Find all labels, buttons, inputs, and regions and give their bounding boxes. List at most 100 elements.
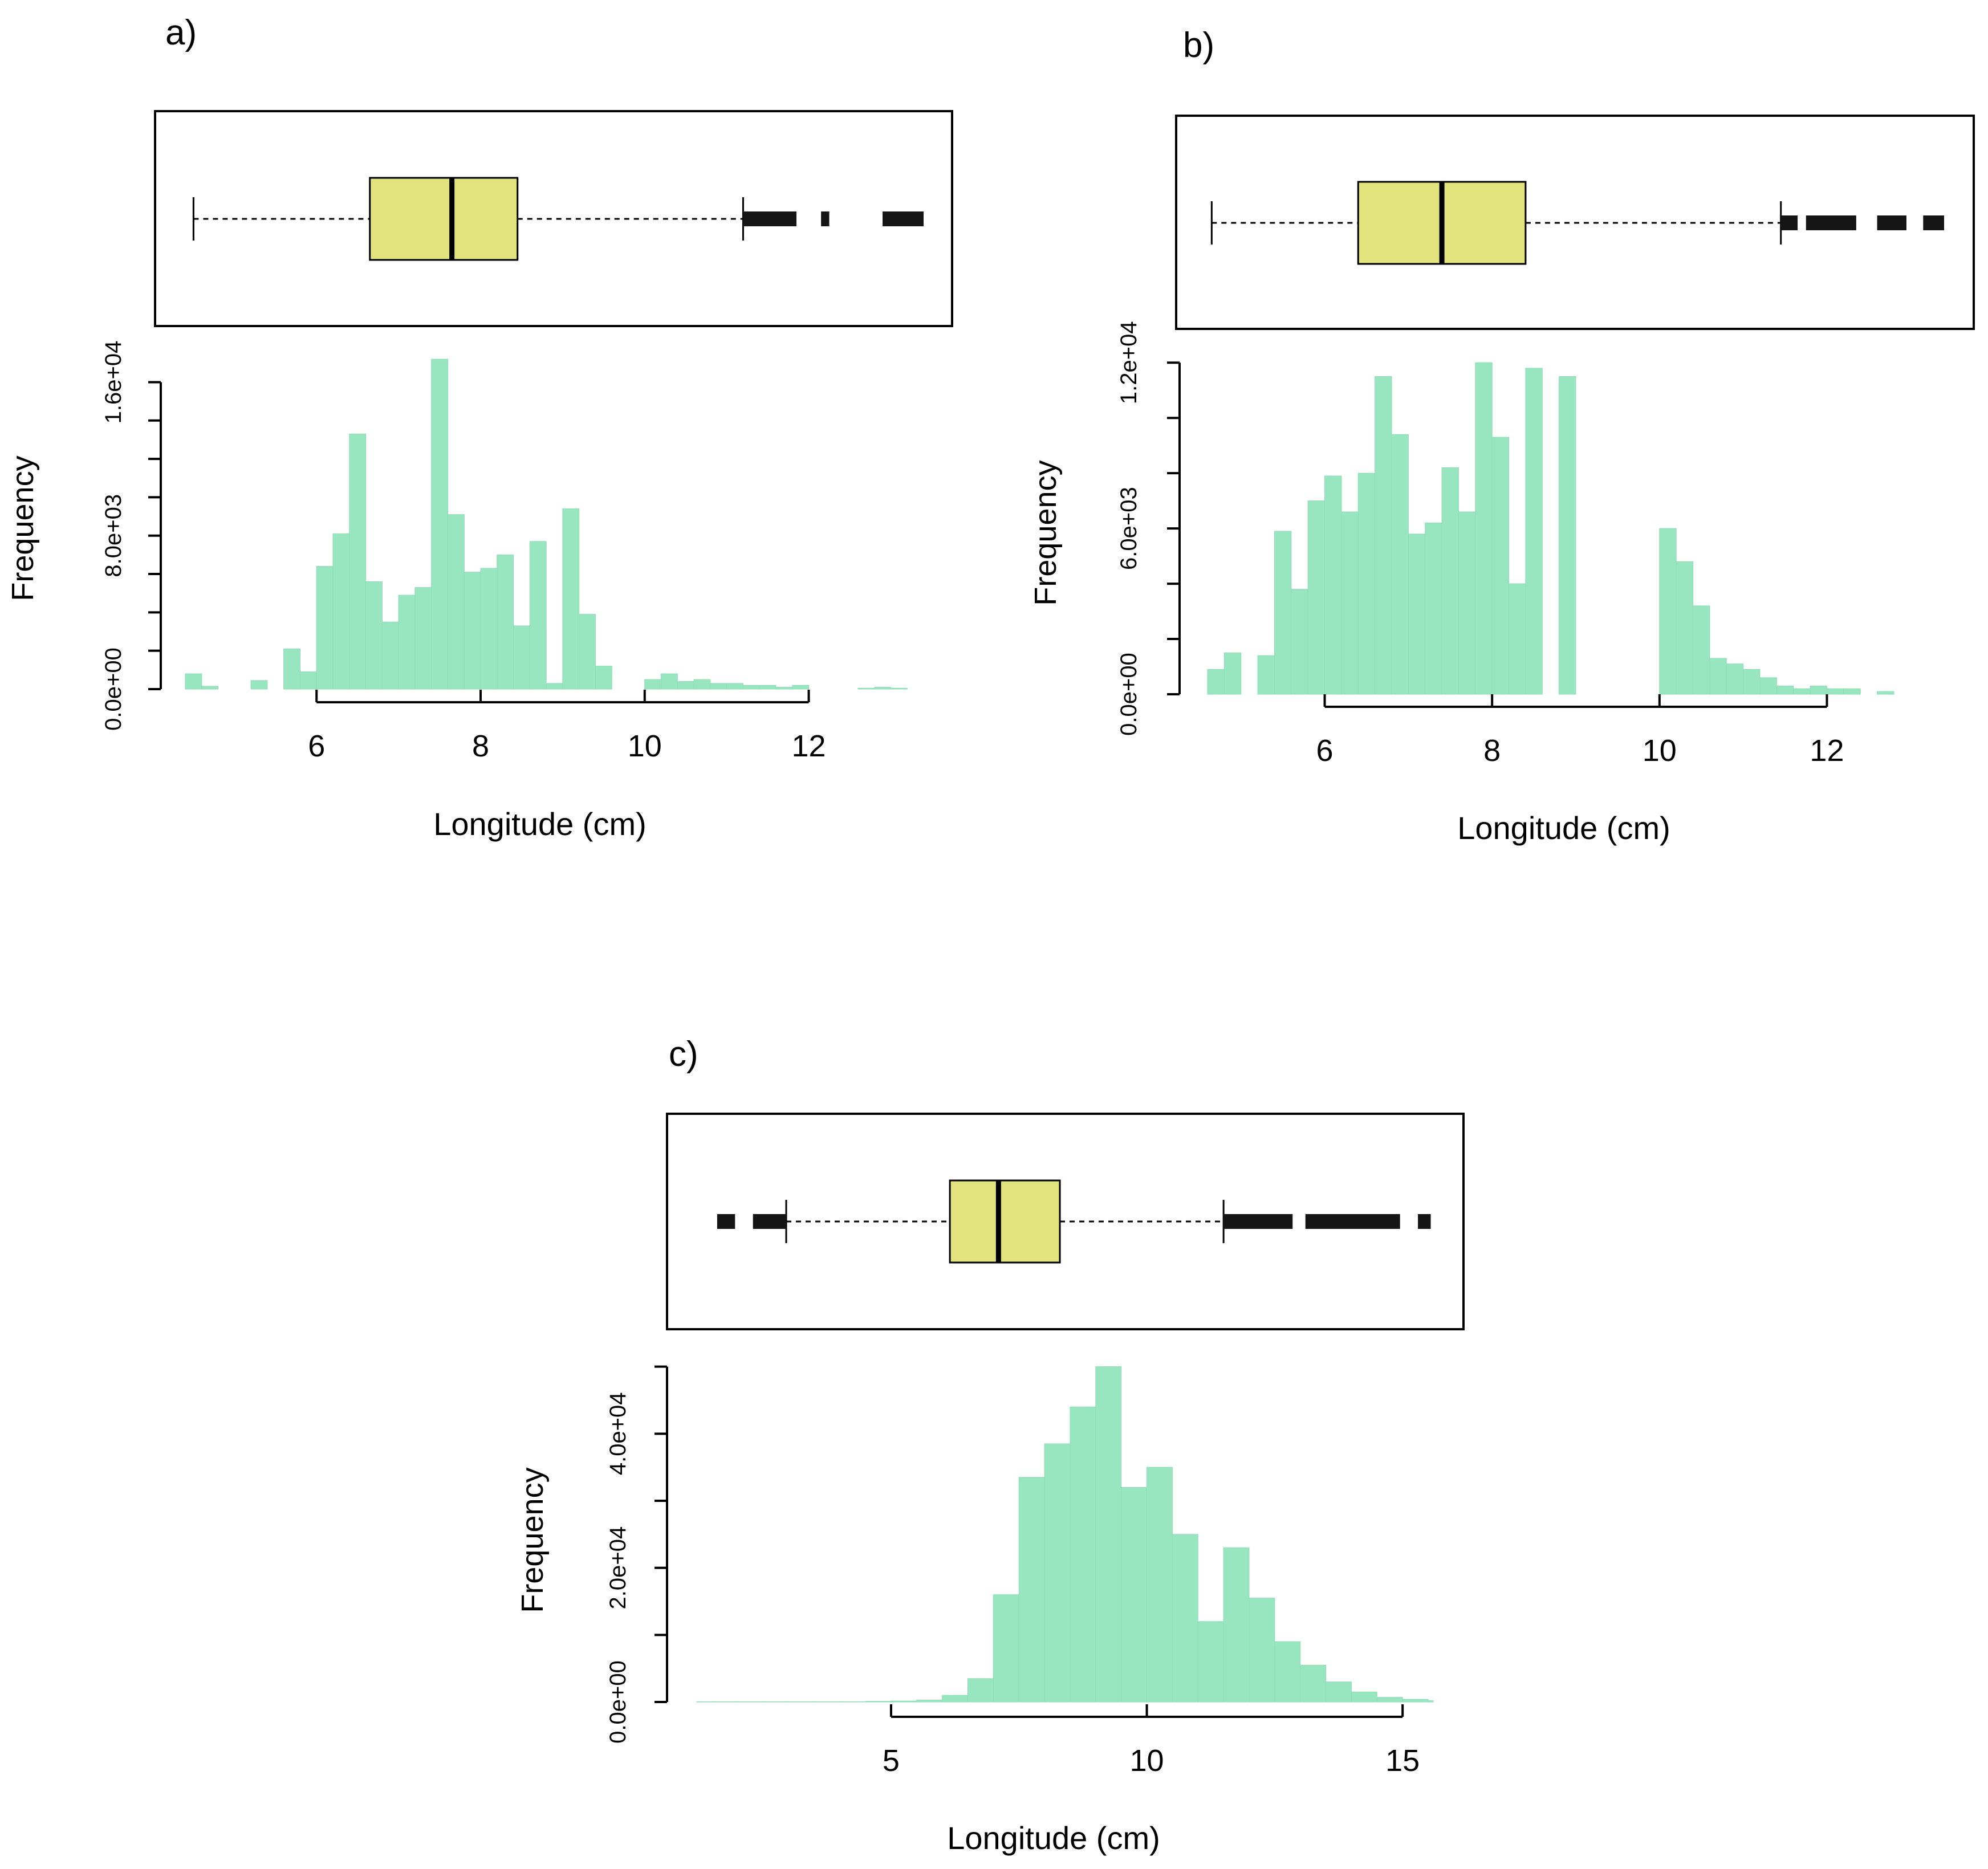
histogram-bar: [1709, 658, 1727, 695]
histogram-bar: [316, 566, 334, 690]
y-axis: 0.0e+00 2.0e+04 4.0e+04 Frequency: [515, 1365, 668, 1744]
histogram-bar: [874, 687, 891, 690]
outlier-points: [717, 1214, 735, 1229]
x-tick-label: 10: [1643, 734, 1677, 768]
histogram-bar: [814, 1701, 840, 1703]
outlier-points: [821, 211, 830, 226]
panel-0: a) 0.0e+00 8.0e+03 1.6e+04 Frequency 6 8 10 12 Lo…: [6, 13, 953, 842]
y-axis-label: Frequency: [6, 455, 40, 601]
histogram-bar: [1326, 1681, 1352, 1703]
histogram-bar: [696, 1701, 713, 1703]
x-tick-label: 12: [792, 729, 826, 763]
histogram-bar: [365, 581, 383, 690]
histogram-bar: [1759, 677, 1777, 695]
histogram-bar: [1324, 475, 1342, 695]
histogram-bar: [1441, 467, 1459, 695]
histogram-bar: [562, 508, 580, 690]
histogram-bar: [1743, 669, 1761, 695]
outlier-points: [743, 211, 796, 226]
histogram-bar: [1693, 605, 1710, 695]
histogram-bar: [1475, 362, 1493, 695]
histogram: [185, 359, 908, 690]
histogram-bar: [942, 1695, 969, 1703]
x-tick-label: 6: [1316, 734, 1334, 768]
x-tick-label: 5: [883, 1744, 900, 1778]
histogram-bar: [595, 666, 612, 690]
histogram-bar: [1676, 561, 1694, 695]
histogram-bar: [1223, 652, 1242, 695]
histogram-bar: [480, 568, 498, 690]
histogram-bar: [857, 687, 875, 690]
histogram-bar: [1197, 1621, 1224, 1703]
histogram-bar: [332, 533, 350, 690]
histogram-bar: [579, 614, 596, 690]
histogram-bar: [1249, 1598, 1275, 1703]
histogram-bar: [381, 621, 399, 690]
histogram-bar: [677, 681, 694, 690]
histogram-bar: [1509, 583, 1526, 695]
histogram-bar: [1307, 500, 1326, 695]
histogram-bar: [742, 685, 760, 690]
histogram-bar: [737, 1701, 764, 1703]
outlier-points: [753, 1214, 787, 1229]
x-axis-label: Longitude (cm): [1457, 810, 1670, 846]
histogram-bar: [693, 679, 711, 690]
x-tick-label: 8: [1483, 734, 1501, 768]
x-axis: 6 8 10 12 Longitude (cm): [1316, 694, 1844, 846]
boxplot-frame: [1175, 115, 1975, 330]
histogram-bar: [1044, 1443, 1071, 1703]
histogram-bar: [1257, 655, 1275, 695]
histogram-bar: [1659, 528, 1677, 695]
histogram-bar: [447, 514, 465, 690]
histogram-bar: [1408, 534, 1426, 695]
histogram-bar: [201, 686, 219, 690]
histogram-bar: [1207, 669, 1225, 695]
histogram-bar: [726, 683, 743, 690]
histogram-bar: [1525, 368, 1543, 695]
histogram-bar: [1172, 1534, 1198, 1703]
x-axis-label: Longitude (cm): [433, 806, 647, 842]
histogram-bar: [250, 680, 268, 690]
boxplot-frame: [666, 1113, 1465, 1330]
histogram-bar: [349, 433, 367, 690]
histogram-bar: [759, 685, 777, 690]
histogram-bar: [185, 673, 202, 690]
x-tick-label: 10: [1130, 1744, 1164, 1778]
histogram-bar: [1070, 1406, 1096, 1703]
iqr-box: [369, 177, 519, 261]
boxplot: [154, 110, 953, 327]
outlier-points: [1305, 1214, 1400, 1229]
histogram-bar: [1402, 1699, 1429, 1703]
panel-label: a): [165, 13, 197, 52]
histogram-bar: [839, 1701, 866, 1703]
histogram-bar: [1223, 1547, 1250, 1703]
histogram-bar: [993, 1594, 1019, 1703]
histogram-bar: [1877, 691, 1895, 695]
y-axis: 0.0e+00 6.0e+03 1.2e+04 Frequency: [1028, 321, 1181, 736]
histogram-bar: [891, 1700, 917, 1703]
panel-label: b): [1183, 26, 1214, 65]
histogram-bar: [661, 673, 678, 690]
outlier-points: [883, 211, 924, 226]
histogram-bar: [513, 625, 530, 690]
x-axis: 6 8 10 12 Longitude (cm): [308, 690, 826, 842]
iqr-box: [949, 1179, 1061, 1264]
histogram-bar: [967, 1678, 994, 1703]
y-tick-label: 0.0e+00: [605, 1660, 631, 1744]
x-tick-label: 8: [472, 729, 489, 763]
histogram-bar: [1391, 434, 1409, 695]
histogram-bar: [792, 685, 810, 690]
y-axis-label: Frequency: [1028, 460, 1063, 605]
histogram: [696, 1366, 1434, 1703]
y-tick-label: 8.0e+03: [101, 494, 126, 577]
histogram-bar: [763, 1701, 790, 1703]
outlier-points: [1806, 215, 1856, 230]
histogram-bar: [1274, 531, 1292, 695]
panel-label: c): [669, 1035, 698, 1074]
y-tick-label: 0.0e+00: [1116, 653, 1141, 736]
x-tick-label: 15: [1385, 1744, 1420, 1778]
histogram-bar: [916, 1699, 943, 1703]
histogram-bar: [283, 648, 300, 690]
histogram-bar: [1357, 473, 1376, 695]
y-axis-label: Frequency: [515, 1467, 550, 1613]
